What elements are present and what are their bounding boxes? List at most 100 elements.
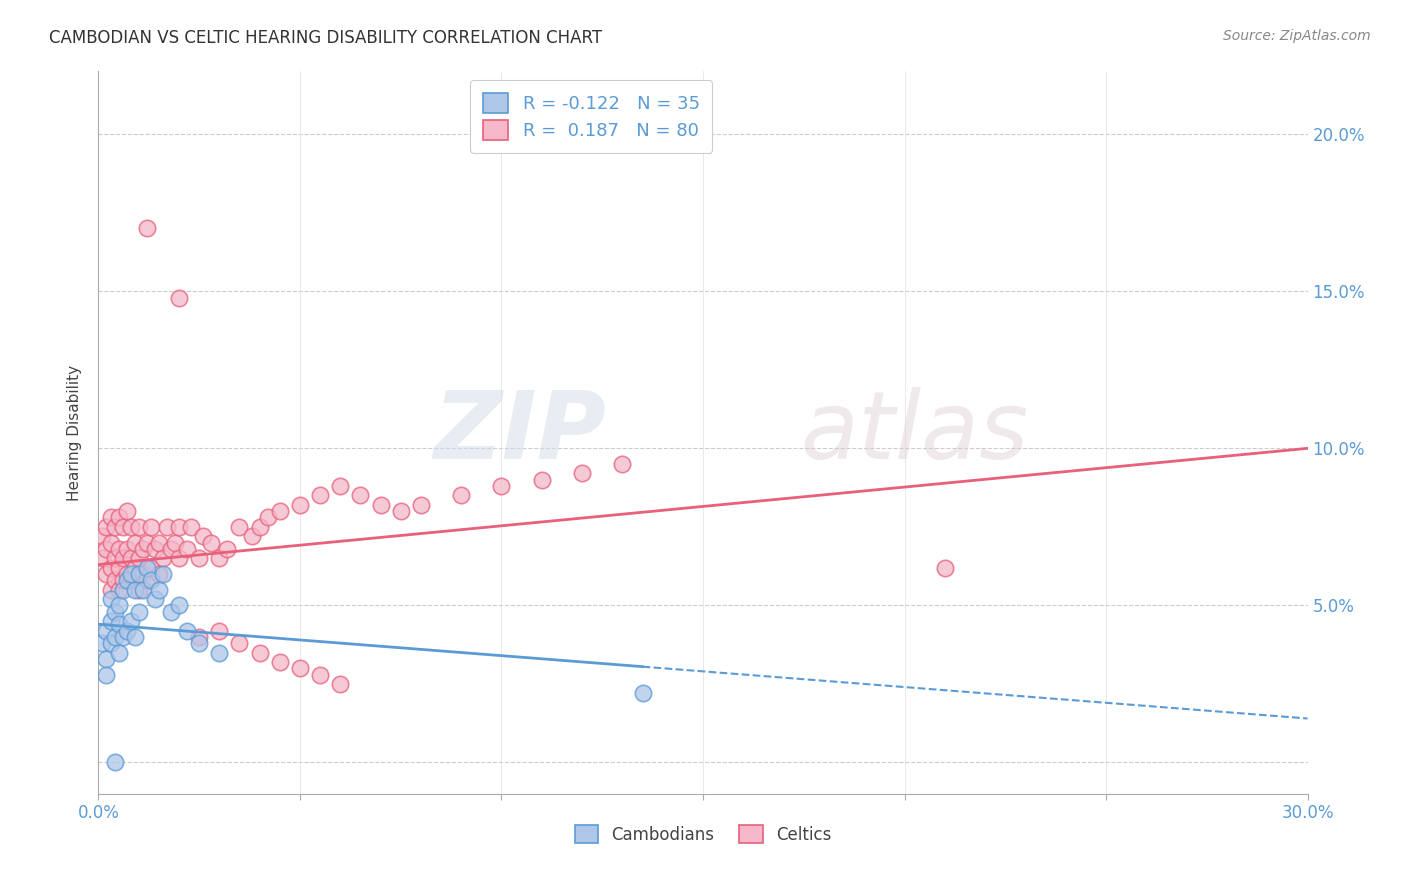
Point bbox=[409, 498, 432, 512]
Point bbox=[160, 541, 183, 556]
Point bbox=[91, 529, 114, 543]
Text: Source: ZipAtlas.com: Source: ZipAtlas.com bbox=[1223, 29, 1371, 44]
Point bbox=[107, 510, 129, 524]
Point bbox=[100, 560, 122, 574]
Point bbox=[208, 551, 231, 566]
Point bbox=[120, 614, 142, 628]
Point bbox=[152, 551, 174, 566]
Point bbox=[120, 574, 142, 588]
Point bbox=[249, 520, 271, 534]
Point bbox=[143, 592, 166, 607]
Point bbox=[103, 574, 125, 588]
Point bbox=[208, 624, 231, 638]
Point bbox=[96, 566, 118, 581]
Text: atlas: atlas bbox=[800, 387, 1028, 478]
Point bbox=[571, 467, 593, 481]
Point bbox=[288, 498, 311, 512]
Point bbox=[188, 551, 211, 566]
Point bbox=[132, 582, 155, 597]
Point bbox=[167, 291, 190, 305]
Point bbox=[143, 541, 166, 556]
Point bbox=[135, 221, 157, 235]
Point bbox=[135, 574, 157, 588]
Point bbox=[156, 520, 179, 534]
Point bbox=[124, 560, 146, 574]
Text: CAMBODIAN VS CELTIC HEARING DISABILITY CORRELATION CHART: CAMBODIAN VS CELTIC HEARING DISABILITY C… bbox=[49, 29, 602, 47]
Point bbox=[249, 646, 271, 660]
Point bbox=[180, 520, 202, 534]
Point bbox=[176, 624, 198, 638]
Point bbox=[631, 686, 654, 700]
Point bbox=[120, 520, 142, 534]
Point bbox=[132, 566, 155, 581]
Point bbox=[148, 582, 170, 597]
Point bbox=[120, 566, 142, 581]
Point bbox=[309, 667, 332, 681]
Point bbox=[269, 655, 291, 669]
Point bbox=[349, 488, 371, 502]
Point bbox=[128, 566, 150, 581]
Point bbox=[107, 582, 129, 597]
Point bbox=[115, 541, 138, 556]
Point bbox=[111, 551, 134, 566]
Text: ZIP: ZIP bbox=[433, 386, 606, 479]
Point bbox=[309, 488, 332, 502]
Point bbox=[329, 677, 352, 691]
Point bbox=[139, 560, 162, 574]
Point bbox=[167, 520, 190, 534]
Point bbox=[240, 529, 263, 543]
Point bbox=[100, 582, 122, 597]
Point bbox=[96, 541, 118, 556]
Point bbox=[160, 605, 183, 619]
Point bbox=[124, 630, 146, 644]
Point bbox=[491, 479, 513, 493]
Point bbox=[163, 535, 186, 549]
Point bbox=[115, 504, 138, 518]
Y-axis label: Hearing Disability: Hearing Disability bbox=[67, 365, 83, 500]
Point bbox=[132, 541, 155, 556]
Point bbox=[115, 566, 138, 581]
Point bbox=[100, 614, 122, 628]
Point bbox=[103, 605, 125, 619]
Point bbox=[176, 541, 198, 556]
Point bbox=[107, 599, 129, 613]
Point bbox=[269, 504, 291, 518]
Point bbox=[120, 551, 142, 566]
Point bbox=[152, 566, 174, 581]
Point bbox=[256, 510, 278, 524]
Point bbox=[115, 574, 138, 588]
Point bbox=[370, 498, 392, 512]
Point bbox=[288, 661, 311, 675]
Point bbox=[111, 574, 134, 588]
Point bbox=[188, 630, 211, 644]
Point bbox=[228, 636, 250, 650]
Point bbox=[91, 551, 114, 566]
Point bbox=[934, 560, 956, 574]
Point bbox=[167, 599, 190, 613]
Point bbox=[135, 535, 157, 549]
Point bbox=[107, 560, 129, 574]
Point bbox=[96, 667, 118, 681]
Point bbox=[103, 756, 125, 770]
Point bbox=[139, 574, 162, 588]
Point bbox=[96, 520, 118, 534]
Point bbox=[91, 636, 114, 650]
Point bbox=[217, 541, 239, 556]
Point bbox=[188, 636, 211, 650]
Point bbox=[530, 473, 553, 487]
Point bbox=[103, 520, 125, 534]
Point bbox=[612, 457, 634, 471]
Point bbox=[103, 551, 125, 566]
Point bbox=[167, 551, 190, 566]
Point bbox=[128, 582, 150, 597]
Point bbox=[103, 630, 125, 644]
Point bbox=[107, 646, 129, 660]
Point bbox=[450, 488, 472, 502]
Point bbox=[96, 624, 118, 638]
Point bbox=[107, 617, 129, 632]
Point bbox=[128, 520, 150, 534]
Point bbox=[228, 520, 250, 534]
Point bbox=[329, 479, 352, 493]
Point bbox=[148, 535, 170, 549]
Point bbox=[124, 582, 146, 597]
